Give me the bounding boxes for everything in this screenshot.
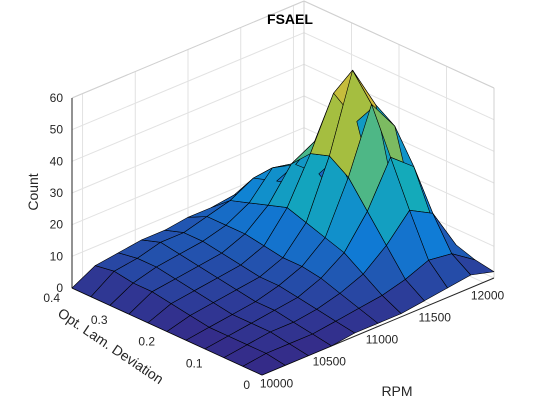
backwall-grid-z — [71, 127, 305, 226]
z-tick-label: 30 — [50, 186, 64, 200]
backwall-grid-z — [71, 95, 305, 194]
sidewall-grid-z — [303, 63, 495, 152]
x-tick-label: 10500 — [313, 355, 347, 369]
backwall-grid-z — [71, 63, 305, 162]
surface-mesh — [71, 69, 495, 376]
z-tick-label: 10 — [50, 249, 64, 263]
x-tick-label: 11500 — [418, 311, 451, 325]
frame-edge — [303, 0, 495, 89]
z-axis-label: Count — [25, 173, 41, 210]
z-tick-label: 60 — [50, 91, 64, 105]
y-tick-label: 0.4 — [43, 291, 60, 305]
sidewall-grid-z — [303, 32, 495, 121]
frame-edge — [71, 0, 305, 99]
z-tick-label: 0 — [56, 281, 63, 295]
y-tick-label: 0.3 — [91, 313, 108, 327]
x-axis-label: RPM — [381, 383, 412, 399]
chart-title: FSAEL — [267, 11, 313, 27]
z-tick-label: 40 — [50, 154, 64, 168]
x-tick-label: 11000 — [366, 333, 399, 347]
surface-patch — [451, 253, 495, 276]
z-tick-label: 20 — [50, 218, 64, 232]
x-tick-label: 12000 — [471, 288, 505, 302]
axis-ticks: 0102030405060100001050011000115001200000… — [43, 91, 504, 392]
y-tick-label: 0.1 — [186, 356, 203, 370]
z-tick-label: 50 — [50, 123, 64, 137]
backwall-grid-z — [71, 32, 305, 131]
y-tick-label: 0 — [243, 378, 250, 392]
y-tick-label: 0.2 — [138, 335, 155, 349]
x-tick-label: 10000 — [260, 377, 294, 391]
